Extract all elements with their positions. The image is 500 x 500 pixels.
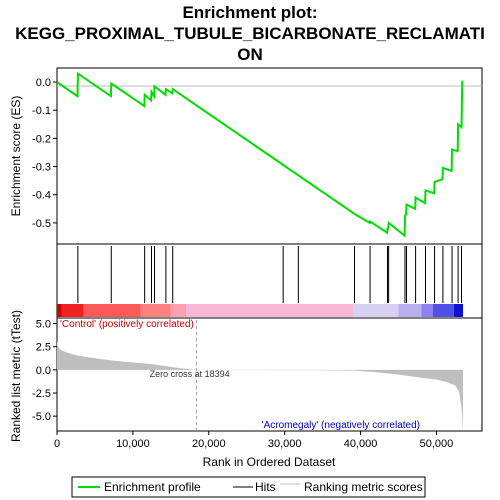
- metric-y-tick-label: -5.0: [32, 411, 51, 423]
- rank-colorbar: [57, 304, 464, 317]
- metric-y-axis-label: Ranked list metric (tTest): [9, 310, 23, 442]
- x-tick-label: 10,000: [116, 438, 150, 450]
- es-y-tick-label: -0.4: [32, 190, 51, 202]
- es-y-tick-label: 0.0: [36, 77, 51, 89]
- title-line-1: Enrichment plot:: [182, 3, 317, 22]
- rank-colorbar-band: [186, 304, 353, 317]
- rank-colorbar-band: [140, 304, 171, 317]
- x-tick-label: 40,000: [344, 438, 378, 450]
- x-axis-label: Rank in Ordered Dataset: [203, 455, 336, 469]
- rank-colorbar-band: [432, 304, 454, 317]
- enrichment-profile-line: [56, 71, 464, 238]
- hits-panel: [56, 243, 483, 319]
- ranked-metric-panel: Zero cross at 18394 'Control' (positivel…: [9, 310, 483, 469]
- rank-colorbar-band: [398, 304, 422, 317]
- legend: Enrichment profile Hits Ranking metric s…: [71, 476, 426, 498]
- metric-y-axis: 5.0 2.5 0.0 -2.5 -5.0: [32, 319, 57, 423]
- rank-colorbar-band: [61, 304, 84, 317]
- es-y-tick-label: -0.1: [32, 105, 51, 117]
- enrichment-panel: 0.0 -0.1 -0.2 -0.3 -0.4 -0.5 Enrichment score…: [9, 67, 483, 245]
- negative-group-label: 'Acromegaly' (negatively correlated): [262, 420, 420, 431]
- title-line-2: KEGG_PROXIMAL_TUBULE_BICARBONATE_RECLAMA…: [15, 24, 485, 43]
- legend-metric-label: Ranking metric scores: [304, 480, 423, 494]
- x-tick-label: 50,000: [420, 438, 454, 450]
- es-y-axis: 0.0 -0.1 -0.2 -0.3 -0.4 -0.5: [32, 77, 57, 230]
- es-y-tick-label: -0.3: [32, 162, 51, 174]
- x-tick-label: 20,000: [192, 438, 226, 450]
- positive-group-label: 'Control' (positively correlated): [60, 319, 194, 330]
- legend-enrichment-label: Enrichment profile: [104, 480, 201, 494]
- rank-colorbar-band: [421, 304, 433, 317]
- es-y-tick-label: -0.5: [32, 218, 51, 230]
- x-tick-label: 30,000: [268, 438, 302, 450]
- zero-cross-label: Zero cross at 18394: [150, 369, 230, 379]
- legend-hits-label: Hits: [255, 480, 276, 494]
- rank-colorbar-band: [57, 304, 62, 317]
- ranking-metric-area: [57, 340, 463, 431]
- x-tick-label: 0: [54, 438, 60, 450]
- metric-x-axis: 0 10,000 20,000 30,000 40,000 50,000: [54, 431, 453, 450]
- metric-y-tick-label: 5.0: [36, 319, 51, 331]
- es-y-tick-label: -0.2: [32, 133, 51, 145]
- rank-colorbar-band: [352, 304, 399, 317]
- hit-lines: [77, 246, 463, 303]
- metric-y-tick-label: 2.5: [36, 342, 51, 354]
- title-line-3: ON: [237, 45, 263, 64]
- metric-y-tick-label: 0.0: [36, 365, 51, 377]
- rank-colorbar-band: [170, 304, 187, 317]
- rank-colorbar-band: [453, 304, 464, 317]
- rank-colorbar-band: [83, 304, 141, 317]
- metric-y-tick-label: -2.5: [32, 388, 51, 400]
- es-y-axis-label: Enrichment score (ES): [9, 96, 23, 217]
- metric-panel-frame: [56, 317, 483, 432]
